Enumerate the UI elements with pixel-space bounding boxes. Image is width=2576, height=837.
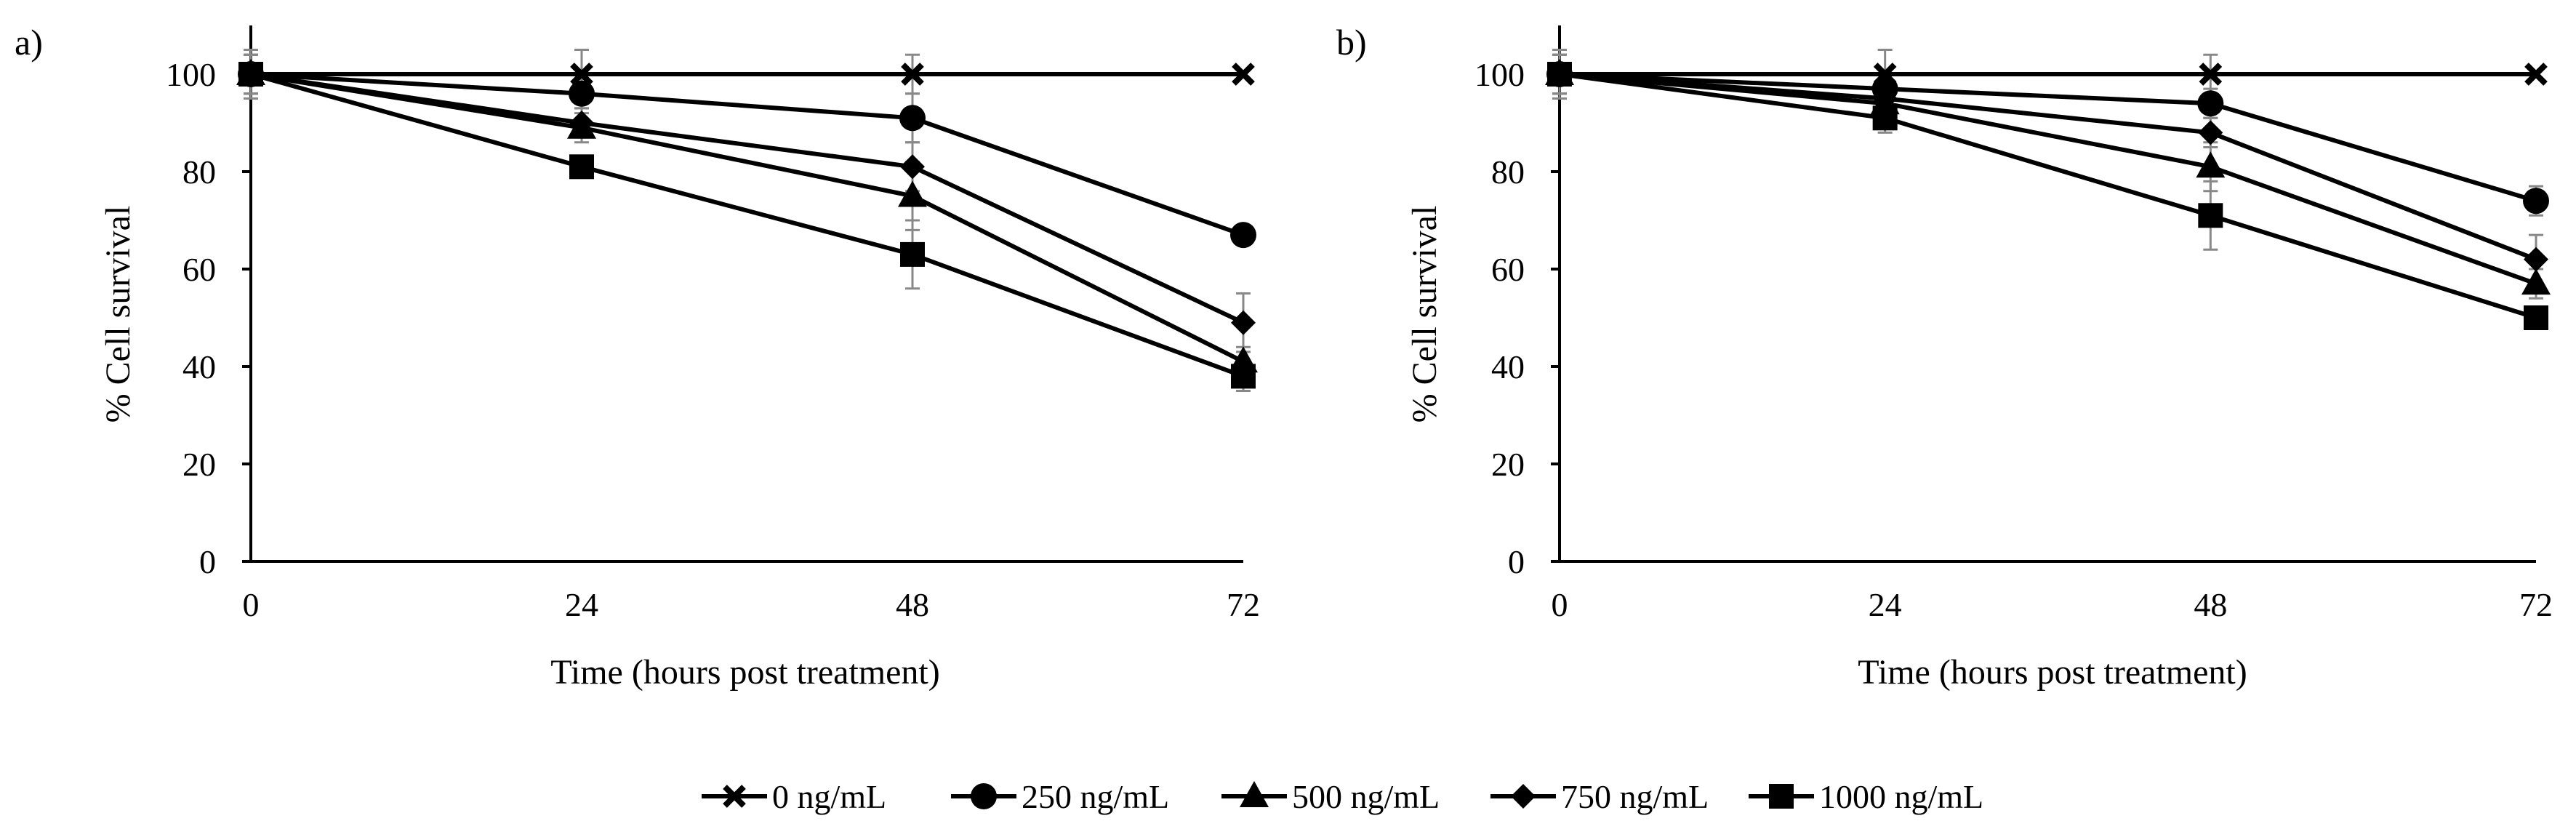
data-point (1231, 310, 1256, 335)
legend-marker (1240, 781, 1269, 807)
series-line (1559, 72, 2537, 262)
y-axis-title: % Cell survival (1405, 206, 1444, 423)
x-tick-label: 24 (1869, 586, 1902, 623)
legend-entry-3: 750 ng/mL (1490, 778, 1709, 815)
y-tick-label: 80 (182, 153, 216, 191)
series-line (250, 72, 1244, 237)
panel-label: b) (1336, 22, 1367, 63)
data-point (899, 105, 926, 132)
x-tick-label: 48 (896, 586, 929, 623)
diamond-icon (1511, 784, 1536, 809)
legend-marker (1769, 784, 1794, 809)
triangle-icon (1240, 781, 1269, 807)
legend-entry-4: 1000 ng/mL (1749, 778, 1983, 815)
data-point (2521, 268, 2551, 295)
x-axis-title: Time (hours post treatment) (550, 653, 940, 692)
data-point (2198, 203, 2223, 228)
plot-area: 0 20 40 60 80 100 0 24 48 72 (166, 25, 1260, 623)
data-point (1230, 222, 1256, 249)
y-tick-label: 20 (1491, 446, 1525, 483)
legend-label: 250 ng/mL (1022, 778, 1169, 815)
data-point (900, 154, 925, 180)
y-tick-label: 100 (166, 56, 216, 93)
data-point (2199, 63, 2223, 86)
legend-marker (723, 785, 746, 808)
y-axis-title: % Cell survival (99, 206, 137, 423)
y-tick-label: 0 (199, 543, 216, 580)
data-point (2524, 63, 2548, 86)
data-point (1872, 86, 1898, 111)
data-point (1232, 63, 1255, 86)
series-line (1559, 72, 2537, 320)
data-point (1872, 105, 1898, 131)
series-line (250, 72, 1245, 379)
legend-label: 0 ng/mL (772, 778, 886, 815)
data-point (569, 80, 595, 107)
legend-entry-0: 0 ng/mL (702, 778, 886, 815)
x-axis-title: Time (hours post treatment) (1858, 653, 2247, 692)
x-tick-label: 24 (565, 586, 598, 623)
data-point (1231, 364, 1256, 389)
data-point (569, 154, 594, 180)
series-line (250, 72, 1245, 364)
legend-entry-2: 500 ng/mL (1221, 778, 1440, 815)
data-point (2196, 151, 2226, 178)
series-line (250, 72, 1245, 325)
square-icon (1769, 784, 1794, 809)
x-tick-label: 0 (243, 586, 260, 623)
y-tick-label: 100 (1474, 56, 1525, 93)
y-tick-label: 80 (1491, 153, 1525, 191)
data-point (569, 111, 594, 135)
data-point (1547, 62, 1572, 87)
plot-area: 0 20 40 60 80 100 0 24 48 72 (1474, 25, 2553, 623)
legend-marker (971, 783, 997, 809)
data-point (570, 63, 593, 86)
data-point (900, 241, 925, 267)
data-point (2198, 120, 2223, 145)
x-tick-label: 0 (1552, 586, 1568, 623)
y-tick-label: 40 (1491, 348, 1525, 385)
y-tick-label: 20 (182, 446, 216, 483)
y-tick-label: 40 (182, 348, 216, 385)
x-tick-label: 72 (1227, 586, 1260, 623)
panel-a: a) 0 20 40 60 80 100 0 24 48 72 Time (hours post … (15, 22, 1260, 692)
x-tick-label: 48 (2194, 586, 2227, 623)
data-point (238, 62, 263, 87)
legend-entry-1: 250 ng/mL (951, 778, 1169, 815)
series-line (1559, 72, 2537, 204)
data-point (898, 180, 927, 207)
x-tick-label: 72 (2519, 586, 2553, 623)
legend-label: 1000 ng/mL (1819, 778, 1983, 815)
panel-b: b) 0 20 40 60 80 100 0 24 48 72 Time (hours post … (1336, 22, 2553, 692)
legend-label: 750 ng/mL (1561, 778, 1709, 815)
data-point (2524, 247, 2548, 272)
x-icon (723, 785, 746, 808)
y-tick-label: 60 (182, 251, 216, 288)
data-point (2197, 90, 2224, 117)
legend-marker (1511, 784, 1536, 809)
data-point (901, 63, 924, 86)
y-tick-label: 60 (1491, 251, 1525, 288)
legend-label: 500 ng/mL (1292, 778, 1440, 815)
data-point (2523, 188, 2549, 215)
data-point (2524, 305, 2548, 330)
circle-icon (971, 783, 997, 809)
series-line (1559, 72, 2537, 286)
legend: 0 ng/mL 250 ng/mL 500 ng/mL 750 ng/mL 10… (702, 778, 1983, 815)
y-tick-label: 0 (1508, 543, 1525, 580)
panel-label: a) (15, 22, 43, 63)
